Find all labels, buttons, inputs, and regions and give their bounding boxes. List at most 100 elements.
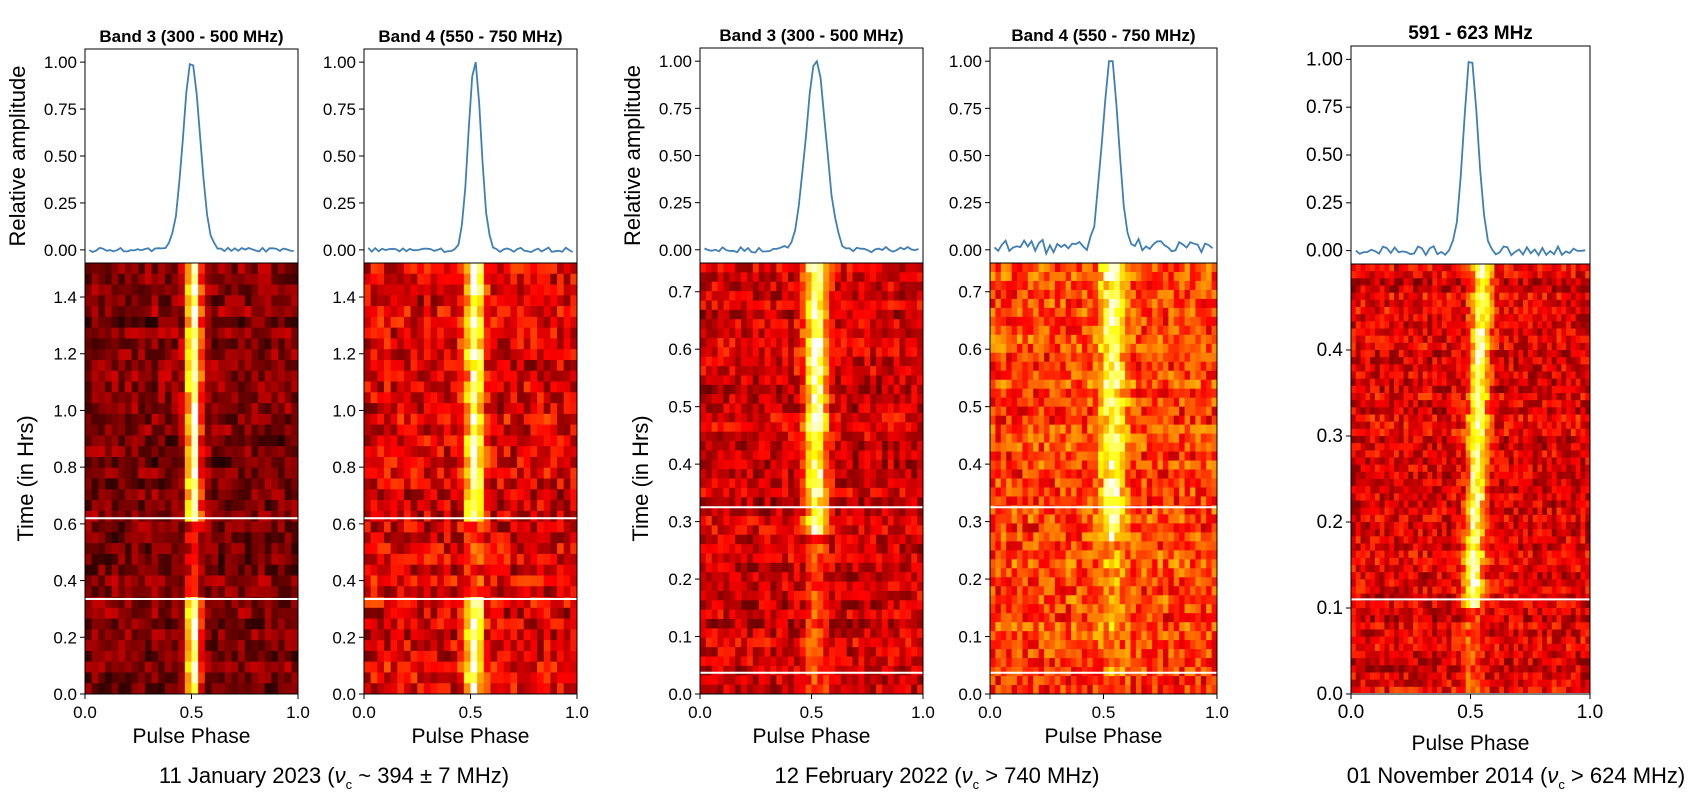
heatmap-cell [91,521,99,533]
heatmap-cell [823,384,830,395]
heatmap-cell [278,403,286,415]
heatmap-cell [164,295,172,307]
ytick-label: 0.75 [323,100,356,119]
heatmap-cell [735,656,742,667]
heatmap-cell [1152,352,1158,363]
heatmap-cell [457,575,465,587]
heatmap-cell [717,319,724,329]
heatmap-cell [211,629,219,641]
heatmap-cell [457,500,465,512]
heatmap-cell [211,349,219,361]
heatmap-cell [437,338,445,350]
heatmap-cell [370,306,378,318]
heatmap-cell [700,347,707,358]
heatmap-cell [852,628,859,639]
heatmap-cell [138,381,146,393]
heatmap-cell [805,478,812,489]
heatmap-cell [490,403,498,415]
ytick-label: 0.50 [44,147,77,166]
heatmap-cell [1027,271,1034,282]
heatmap-cell [870,272,877,283]
heatmap-cell [164,629,172,641]
heatmap-cell [238,629,246,641]
heatmap-cell [477,640,485,652]
heatmap-cell [410,597,418,609]
heatmap-cell [470,683,478,695]
heatmap-cell [811,412,818,423]
heatmap-cell [198,392,206,404]
heatmap-cell [410,338,418,350]
heatmap-cell [746,403,754,414]
heatmap-cell [700,619,707,629]
waterfall-heatmap [700,263,924,695]
heatmap-cell [138,478,146,490]
heatmap-cell [899,656,906,667]
heatmap-cell [383,661,392,673]
heatmap-cell [238,618,246,630]
heatmap-cell [729,487,736,498]
heatmap-cell [557,683,565,695]
heatmap-cell [523,597,531,609]
heatmap-cell [811,469,818,479]
heatmap-cell [899,515,906,526]
heatmap-cell [1000,280,1007,291]
heatmap-cell [244,478,252,490]
heatmap-cell [457,489,465,501]
heatmap-cell [118,381,126,393]
heatmap-cell [104,564,113,576]
heatmap-cell [1184,361,1191,372]
heatmap-cell [370,683,378,695]
heatmap-cell [517,564,525,576]
heatmap-cell [171,381,179,393]
heatmap-cell [144,564,152,576]
heatmap-cell [258,273,266,285]
heatmap-cell [711,487,719,498]
heatmap-cell [911,459,918,470]
heatmap-cell [811,478,818,489]
heatmap-cell [144,446,152,458]
heatmap-cell [852,478,859,489]
heatmap-cell [829,619,836,629]
heatmap-cell [397,618,405,630]
heatmap-cell [1006,379,1013,390]
heatmap-cell [503,413,511,426]
heatmap-cell [1033,316,1040,327]
heatmap-cell [450,467,458,479]
heatmap-cell [782,637,789,648]
heatmap-cell [864,487,871,498]
heatmap-cell [198,586,206,598]
heatmap-cell [158,467,166,479]
heatmap-cell [840,515,848,526]
heatmap-cell [450,338,458,350]
heatmap-cell [1054,334,1061,345]
heatmap-cell [711,441,719,451]
heatmap-cell [1200,298,1207,309]
heatmap-cell [911,525,918,536]
heatmap-cell [470,478,478,490]
heatmap-cell [537,618,545,630]
heatmap-cell [846,441,853,451]
heatmap-cell [1081,280,1088,291]
heatmap-cell [91,273,99,285]
heatmap-cell [98,586,106,598]
heatmap-cell [158,413,166,426]
heatmap-cell [430,650,438,663]
heatmap-cell [530,456,538,469]
heatmap-cell [403,327,411,339]
heatmap-cell [776,366,783,376]
heatmap-cell [811,581,818,592]
heatmap-cell [870,515,877,526]
heatmap-cell [1017,352,1023,363]
heatmap-cell [104,359,113,372]
heatmap-cell [881,609,889,620]
heatmap-cell [834,562,842,573]
heatmap-cell [383,263,392,275]
heatmap-cell [823,684,830,695]
heatmap-cell [138,435,146,447]
heatmap-cell [284,349,292,361]
heatmap-cell [717,675,724,686]
heatmap-cell [390,661,398,673]
heatmap-cell [131,629,139,641]
heatmap-cell [1000,298,1007,309]
heatmap-cell [104,553,113,566]
